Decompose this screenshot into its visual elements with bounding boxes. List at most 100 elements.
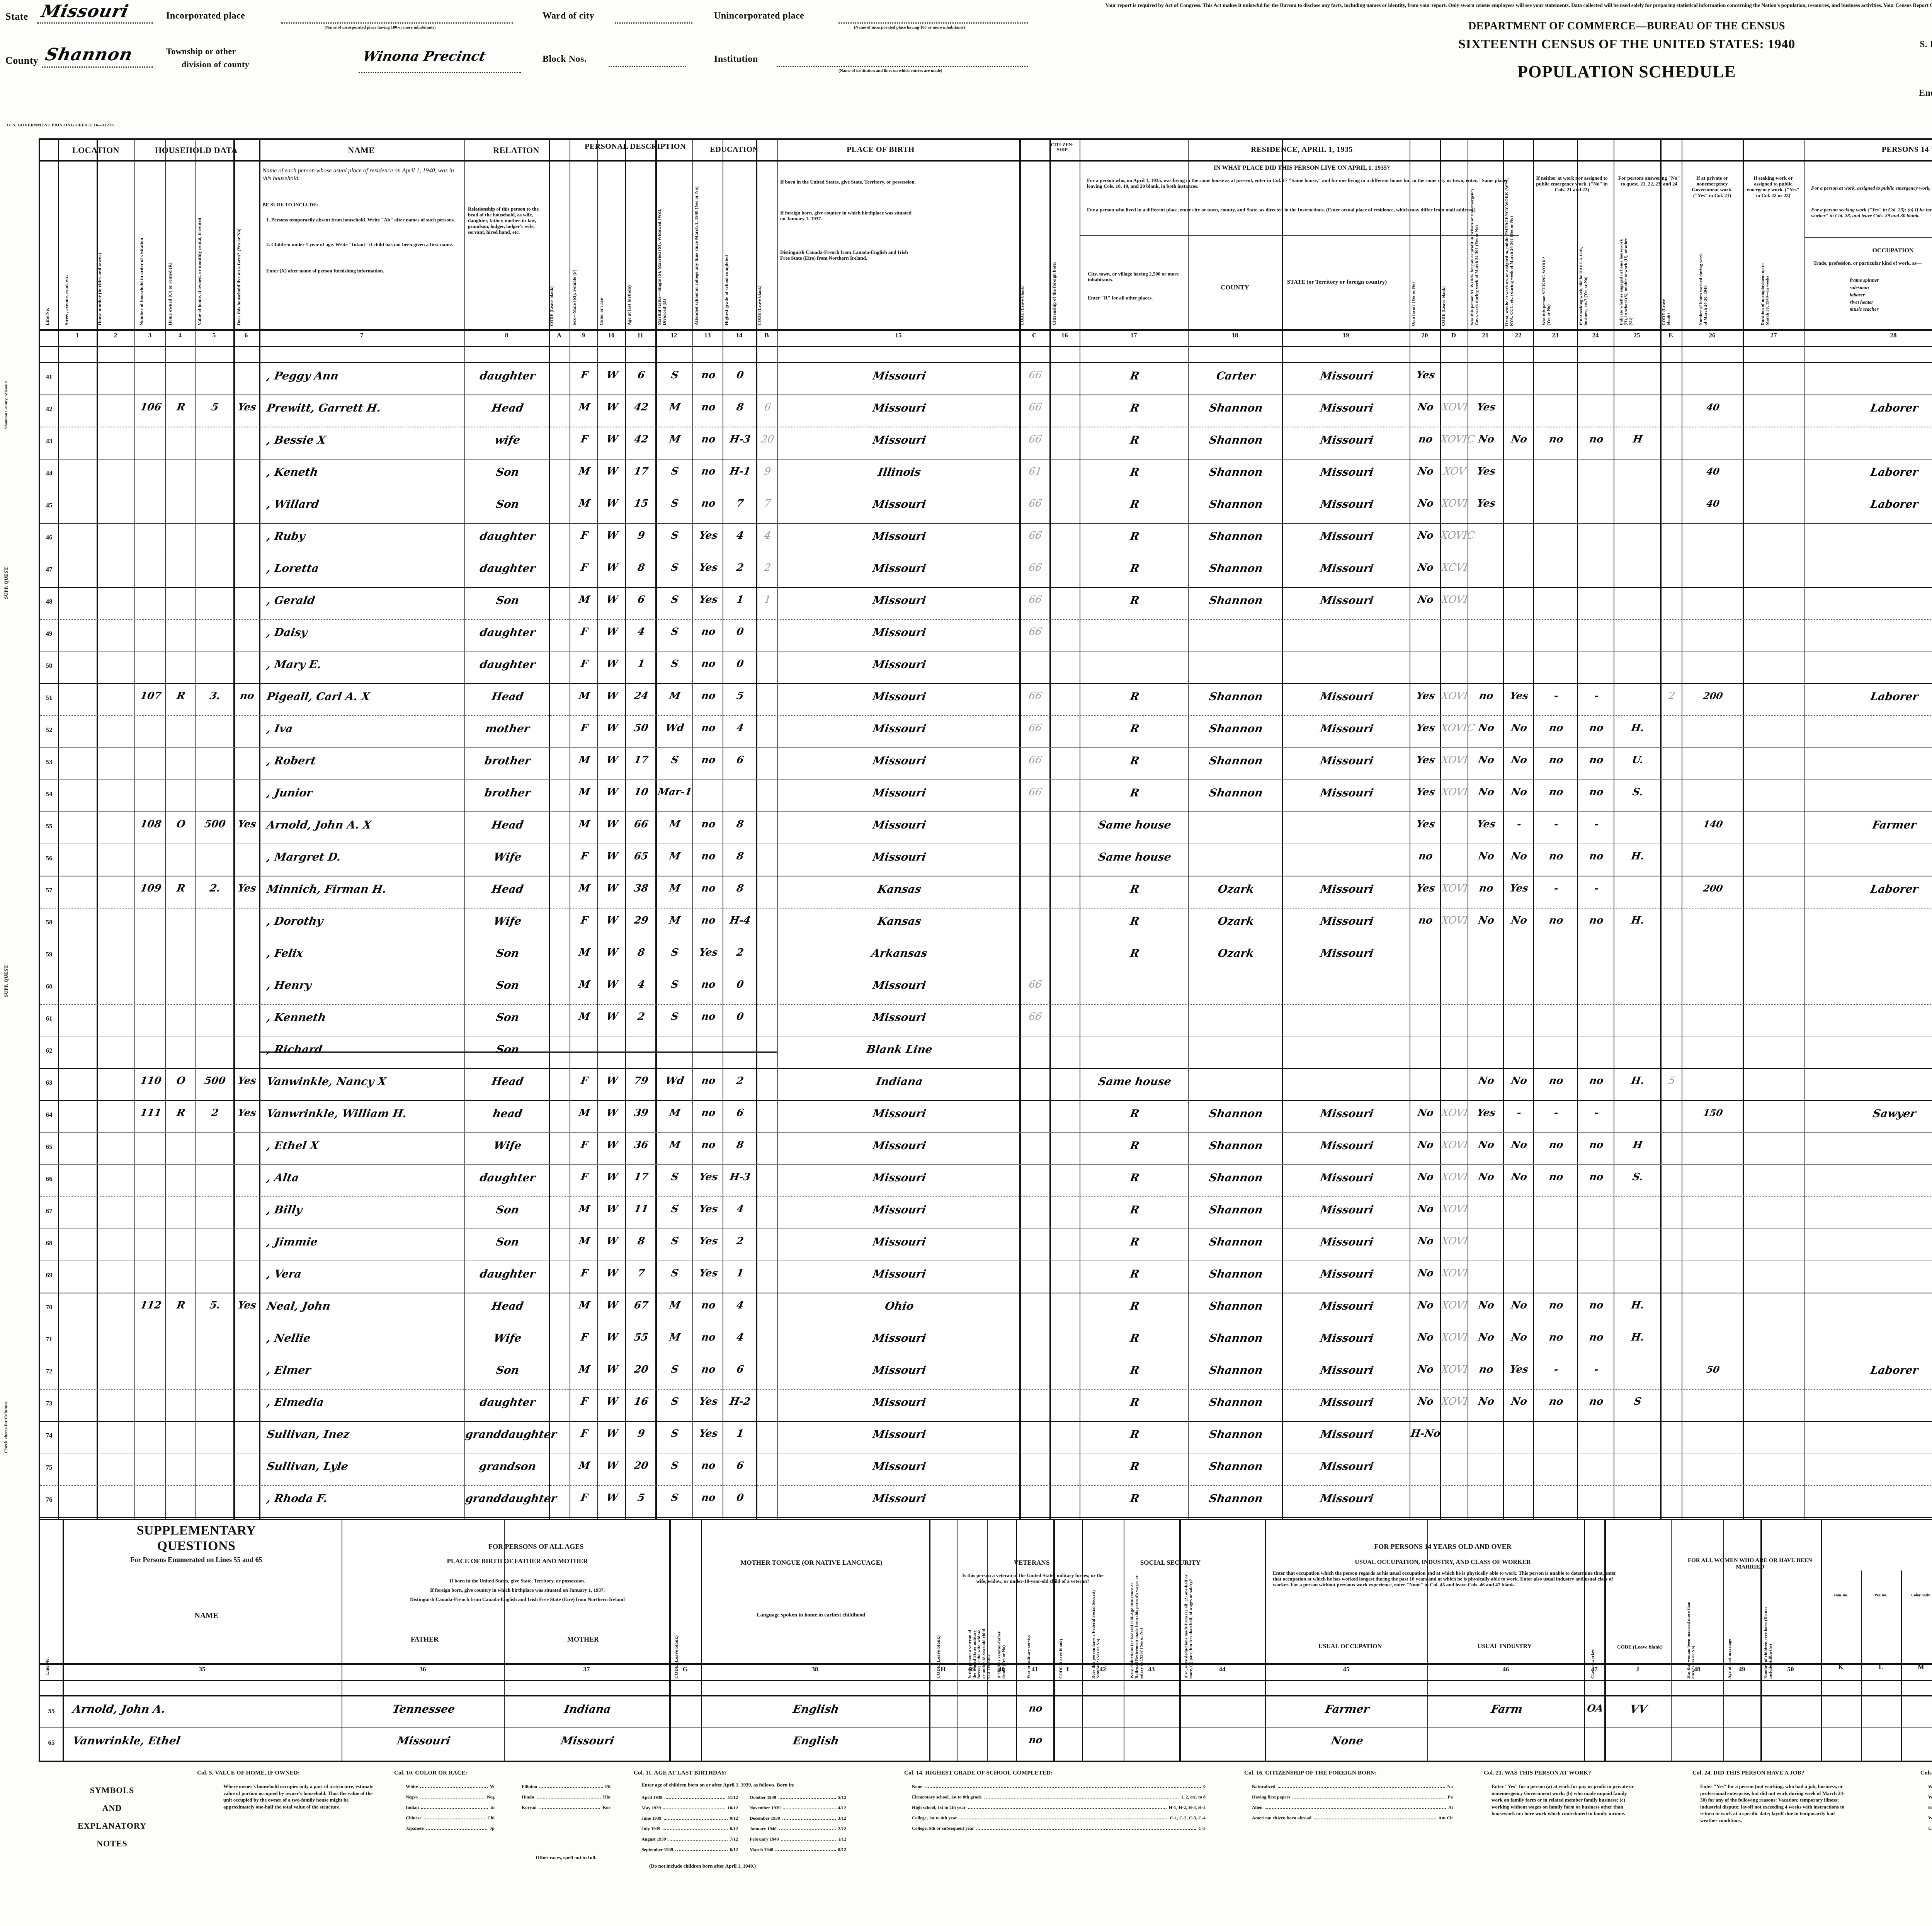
cell-onfarm[interactable]: No — [1417, 466, 1435, 477]
cell-school[interactable]: no — [700, 690, 716, 702]
cell-marital[interactable]: S — [670, 626, 680, 638]
cell-county[interactable]: Ozark — [1217, 947, 1255, 960]
cell-age[interactable]: 6 — [636, 594, 646, 606]
cell-marital[interactable]: M — [668, 690, 682, 702]
cell-own[interactable]: R — [176, 1300, 186, 1311]
cell-value[interactable]: 5 — [210, 402, 219, 413]
cell-c24[interactable]: no — [1588, 1075, 1604, 1087]
cell-state[interactable]: Missouri — [1319, 883, 1375, 895]
cell-state[interactable]: Missouri — [1319, 754, 1375, 767]
cell-sex[interactable]: F — [580, 1428, 589, 1439]
cell-onfarm[interactable]: No — [1417, 1364, 1435, 1375]
cell-age[interactable]: 36 — [633, 1139, 649, 1151]
cell-codeD[interactable]: XOVI — [1440, 1203, 1469, 1215]
cell-county[interactable]: Shannon — [1208, 1300, 1264, 1312]
cell-c23[interactable]: - — [1553, 883, 1560, 894]
cell-relation[interactable]: daughter — [479, 1396, 536, 1409]
cell-codeC[interactable]: 66 — [1028, 530, 1043, 541]
cell-codeC[interactable]: 61 — [1028, 466, 1043, 477]
cell-color[interactable]: W — [605, 722, 619, 734]
cell-city[interactable]: R — [1129, 1300, 1140, 1312]
cell-c24[interactable]: no — [1588, 1396, 1604, 1407]
cell-city[interactable]: R — [1129, 947, 1140, 960]
cell-school[interactable]: Yes — [698, 1171, 719, 1183]
cell-county[interactable]: Shannon — [1208, 562, 1264, 575]
cell-color[interactable]: W — [605, 466, 619, 477]
cell-state[interactable]: Missouri — [1319, 1268, 1375, 1280]
cell-marital[interactable]: M — [668, 818, 682, 830]
cell-c25[interactable]: H. — [1630, 722, 1645, 734]
cell-age[interactable]: 9 — [636, 1428, 646, 1439]
cell-city[interactable]: R — [1129, 1492, 1140, 1505]
cell-codeD[interactable]: XOVI — [1440, 1396, 1469, 1407]
cell-onfarm[interactable]: No — [1417, 1332, 1435, 1343]
cell-relation[interactable]: Head — [491, 1300, 525, 1312]
cell-grade[interactable]: 8 — [735, 818, 745, 830]
supp-cell-name[interactable]: Vanwrinkle, Ethel — [72, 1734, 182, 1747]
cell-color[interactable]: W — [605, 1268, 619, 1279]
county-value[interactable]: Shannon — [43, 45, 135, 65]
cell-relation[interactable]: Son — [495, 1011, 520, 1024]
cell-c24[interactable]: no — [1588, 851, 1604, 862]
cell-value[interactable]: 500 — [203, 818, 226, 830]
supp-cell-usual_ind[interactable]: Farm — [1490, 1703, 1524, 1715]
cell-marital[interactable]: Mar-1 — [656, 786, 693, 798]
cell-c21[interactable]: No — [1477, 1139, 1495, 1151]
cell-c25[interactable]: S. — [1631, 786, 1644, 798]
cell-name[interactable]: , Billy — [266, 1203, 303, 1216]
cell-pob[interactable]: Missouri — [872, 626, 927, 639]
cell-school[interactable]: no — [700, 851, 716, 862]
cell-age[interactable]: 8 — [636, 1235, 646, 1247]
cell-age[interactable]: 17 — [633, 1171, 649, 1183]
cell-occupation[interactable]: Laborer — [1869, 690, 1919, 703]
cell-marital[interactable]: Wd — [665, 722, 685, 734]
cell-c23[interactable]: no — [1548, 754, 1564, 766]
cell-c25[interactable]: U. — [1631, 754, 1645, 766]
cell-marital[interactable]: M — [668, 851, 682, 862]
cell-color[interactable]: W — [605, 1075, 619, 1087]
cell-pob[interactable]: Kansas — [876, 915, 922, 927]
cell-codeC[interactable]: 66 — [1028, 369, 1043, 381]
cell-grade[interactable]: 0 — [735, 1492, 745, 1504]
cell-school[interactable]: no — [700, 1460, 716, 1472]
cell-color[interactable]: W — [605, 626, 619, 638]
supp-cell-name[interactable]: Arnold, John A. — [72, 1703, 167, 1715]
cell-name[interactable]: , Elmer — [266, 1364, 312, 1376]
cell-c26[interactable]: 40 — [1706, 498, 1721, 509]
cell-marital[interactable]: S — [670, 754, 680, 766]
cell-city[interactable]: Same house — [1097, 1075, 1172, 1088]
cell-codeD[interactable]: XOVI — [1440, 915, 1469, 926]
cell-codeC[interactable]: 66 — [1028, 690, 1043, 702]
cell-c25[interactable]: H. — [1630, 851, 1645, 862]
cell-name[interactable]: Prewitt, Garrett H. — [266, 402, 382, 414]
cell-color[interactable]: W — [605, 1171, 619, 1183]
cell-age[interactable]: 5 — [636, 1492, 646, 1504]
cell-pob[interactable]: Missouri — [872, 594, 927, 607]
cell-onfarm[interactable]: No — [1417, 1139, 1435, 1151]
cell-city[interactable]: R — [1129, 369, 1140, 382]
cell-state[interactable]: Missouri — [1319, 1203, 1375, 1216]
cell-own[interactable]: O — [175, 818, 187, 830]
cell-hh[interactable]: 112 — [139, 1300, 162, 1311]
cell-school[interactable]: no — [700, 498, 716, 509]
cell-color[interactable]: W — [605, 1396, 619, 1407]
cell-c25[interactable]: H — [1632, 434, 1644, 445]
cell-school[interactable]: no — [700, 883, 716, 894]
cell-state[interactable]: Missouri — [1319, 1235, 1375, 1248]
cell-codeD[interactable]: XOVI — [1440, 786, 1469, 798]
cell-school[interactable]: no — [700, 915, 716, 926]
cell-c25[interactable]: H. — [1630, 1075, 1645, 1087]
cell-county[interactable]: Shannon — [1208, 1492, 1264, 1505]
cell-c21[interactable]: No — [1477, 434, 1495, 445]
cell-grade[interactable]: 4 — [735, 1203, 745, 1215]
cell-school[interactable]: no — [700, 722, 716, 734]
cell-age[interactable]: 67 — [633, 1300, 649, 1311]
supp-cell-usual_occ[interactable]: Farmer — [1324, 1703, 1370, 1715]
cell-codeD[interactable]: XOVI — [1440, 1332, 1469, 1343]
cell-school[interactable]: no — [700, 1332, 716, 1343]
cell-relation[interactable]: Son — [495, 594, 520, 607]
cell-marital[interactable]: S — [670, 498, 680, 509]
cell-c26[interactable]: 50 — [1706, 1364, 1721, 1375]
cell-city[interactable]: R — [1129, 498, 1140, 510]
cell-color[interactable]: W — [605, 786, 619, 798]
